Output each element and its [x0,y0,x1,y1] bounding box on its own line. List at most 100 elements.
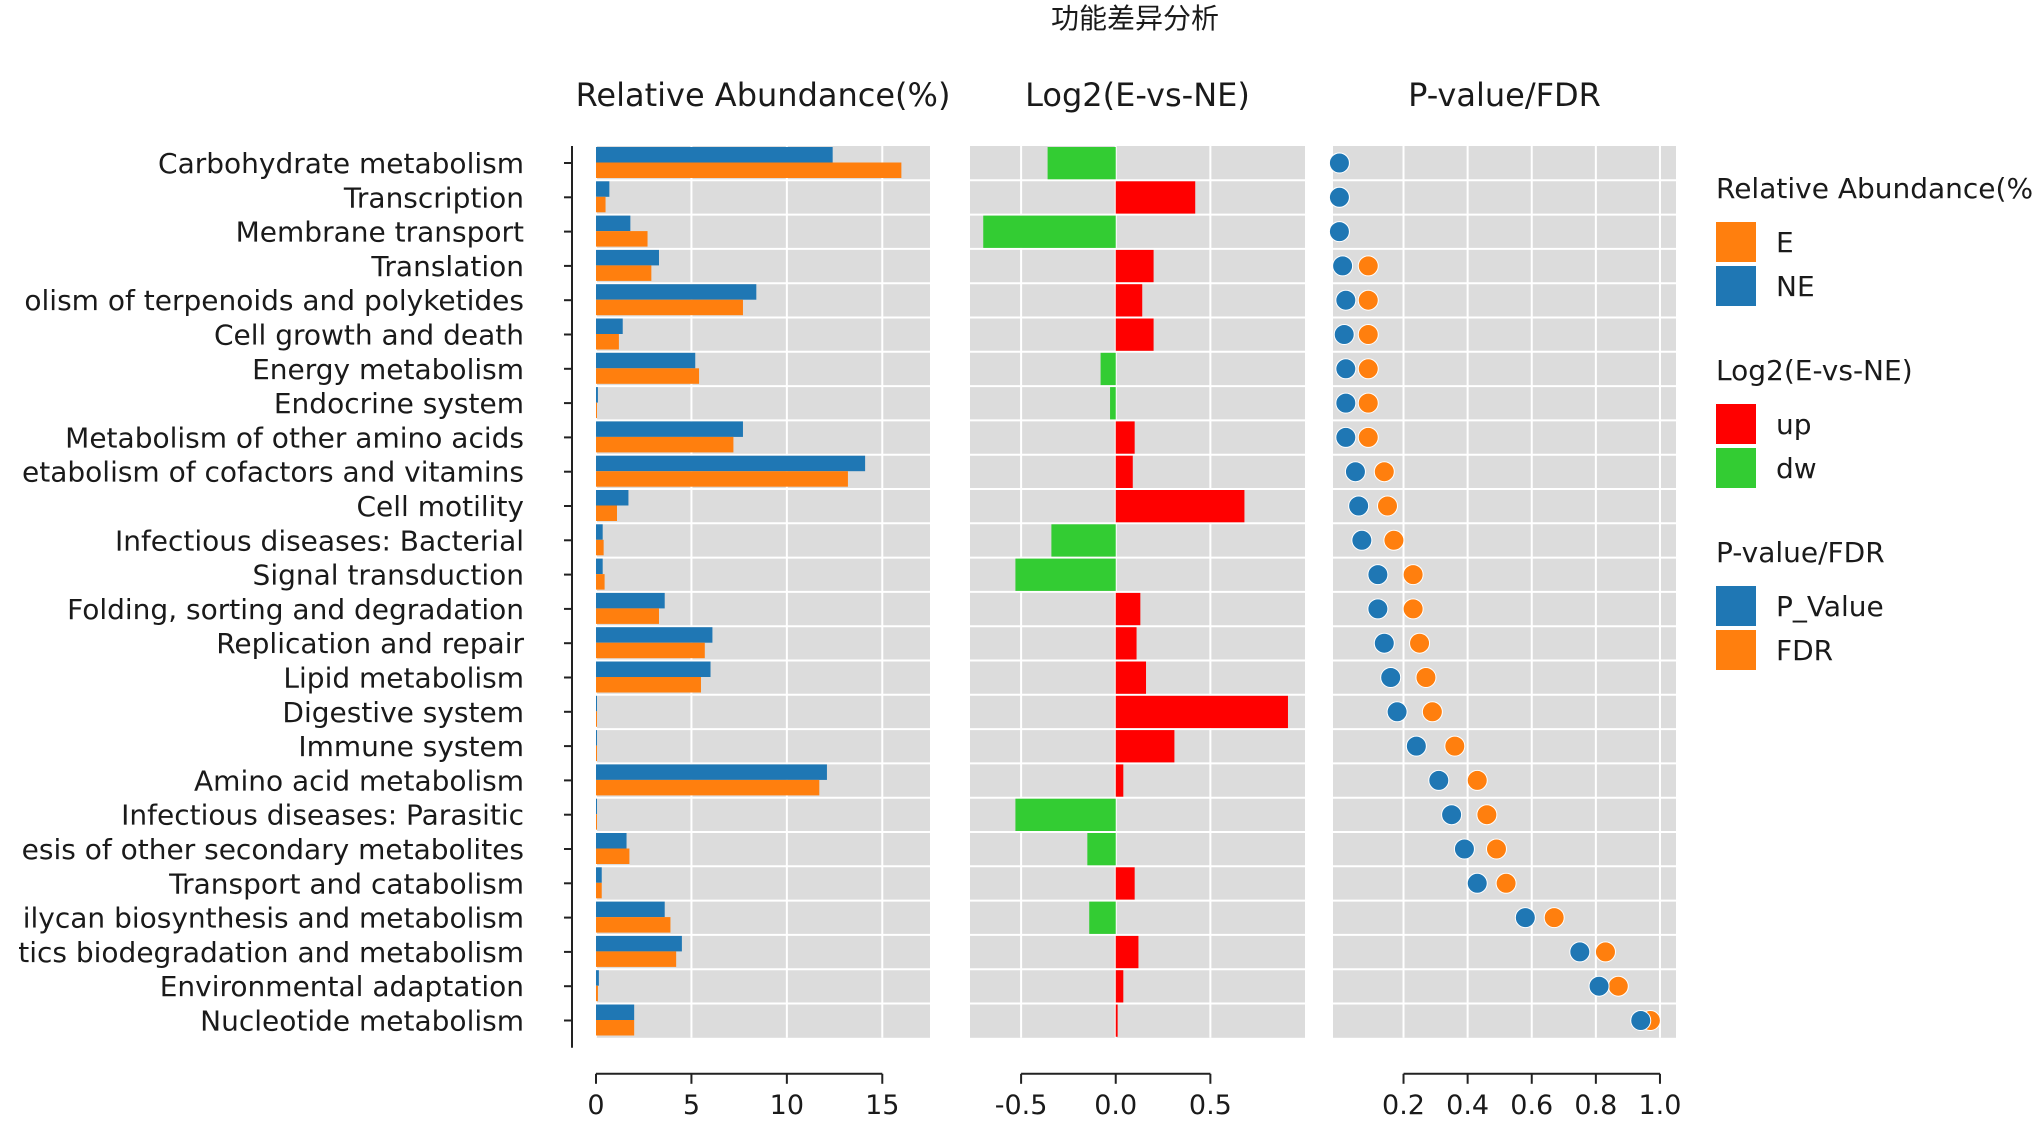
bar-e-metabolism-of-other-amino-acids [596,436,734,453]
chart-title: 功能差异分析 [1051,2,1219,35]
legend-swatch-up [1716,404,1756,444]
bar-ne-energy-metabolism [596,352,696,369]
log2-bar-etabolism-of-cofactors-and-vitamins [1115,455,1133,488]
legend-label-e: E [1776,226,1794,259]
panel-log2-e-vs-ne: Log2(E-vs-NE) -0.5 0.0 0.5 [970,76,1305,1121]
category-label-ilycan-biosynthesis-and-metabolism: ilycan biosynthesis and metabolism [23,902,524,935]
bar-e-nucleotide-metabolism [596,1020,635,1036]
category-label-carbohydrate-metabolism: Carbohydrate metabolism [158,147,524,180]
category-label-transport-and-catabolism: Transport and catabolism [168,867,524,900]
legend-swatch-fdr [1716,630,1756,670]
point-fdr-infectious-diseases-bacterial [1383,529,1405,551]
bar-ne-replication-and-repair [596,627,713,643]
bar-e-ilycan-biosynthesis-and-metabolism [596,917,671,933]
category-label-amino-acid-metabolism: Amino acid metabolism [194,764,524,797]
bar-e-esis-of-other-secondary-metabolites [596,848,630,864]
category-label-signal-transduction: Signal transduction [253,559,524,592]
bar-e-carbohydrate-metabolism [596,162,902,178]
point-fdr-tics-biodegradation-and-metabolism [1594,941,1616,963]
point-p-value-energy-metabolism [1335,358,1357,380]
x-tick-label: 0.6 [1510,1090,1553,1121]
log2-bar-folding-sorting-and-degradation [1115,592,1141,626]
point-p-value-metabolism-of-other-amino-acids [1335,426,1357,448]
point-fdr-cell-motility [1376,495,1398,517]
bar-ne-transcription [596,181,610,197]
bar-ne-endocrine-system [596,387,598,403]
category-label-olism-of-terpenoids-and-polyketides: olism of terpenoids and polyketides [24,284,524,317]
log2-bar-olism-of-terpenoids-and-polyketides [1115,284,1143,317]
bar-ne-tics-biodegradation-and-metabolism [596,935,682,952]
x-tick-label: 15 [865,1090,899,1121]
point-fdr-olism-of-terpenoids-and-polyketides [1357,289,1379,311]
bar-e-energy-metabolism [596,368,700,384]
bar-ne-folding-sorting-and-degradation [596,592,665,609]
category-label-cell-motility: Cell motility [356,490,524,523]
point-fdr-amino-acid-metabolism [1466,769,1488,791]
point-p-value-translation [1332,255,1354,277]
point-fdr-digestive-system [1421,701,1443,723]
log2-bar-cell-motility [1115,490,1245,523]
bar-ne-transport-and-catabolism [596,867,602,883]
bar-ne-infectious-diseases-parasitic [596,798,597,815]
bar-ne-lipid-metabolism [596,661,711,677]
point-p-value-folding-sorting-and-degradation [1367,598,1389,620]
bar-ne-amino-acid-metabolism [596,764,827,780]
x-tick-label: 0.2 [1382,1090,1425,1121]
bar-e-signal-transduction [596,574,605,590]
log2-bar-esis-of-other-secondary-metabolites [1087,833,1116,866]
bar-ne-membrane-transport [596,215,631,232]
x-tick-label: 0 [587,1090,604,1121]
x-tick-label: 1.0 [1638,1090,1681,1121]
point-fdr-energy-metabolism [1357,358,1379,380]
point-fdr-transport-and-catabolism [1495,872,1517,894]
category-label-translation: Translation [370,250,524,283]
category-label-infectious-diseases-parasitic: Infectious diseases: Parasitic [121,799,524,832]
legend-label-p-value: P_Value [1776,590,1884,623]
point-fdr-folding-sorting-and-degradation [1402,598,1424,620]
log2-bar-replication-and-repair [1115,627,1137,660]
point-fdr-translation [1357,255,1379,277]
legend-label-fdr: FDR [1776,634,1833,667]
category-label-folding-sorting-and-degradation: Folding, sorting and degradation [67,593,524,626]
x-tick-label: 10 [770,1090,804,1121]
log2-bar-digestive-system [1115,695,1288,729]
point-p-value-infectious-diseases-parasitic [1441,804,1463,826]
category-label-transcription: Transcription [343,181,524,214]
log2-bar-transcription [1115,181,1196,214]
point-fdr-esis-of-other-secondary-metabolites [1485,838,1507,860]
point-fdr-replication-and-repair [1409,632,1431,654]
category-label-membrane-transport: Membrane transport [236,216,524,249]
category-label-infectious-diseases-bacterial: Infectious diseases: Bacterial [115,524,524,557]
bar-e-tics-biodegradation-and-metabolism [596,951,677,967]
log2-bar-lipid-metabolism [1115,661,1147,694]
bar-e-replication-and-repair [596,642,705,659]
point-fdr-ilycan-biosynthesis-and-metabolism [1543,907,1565,929]
point-p-value-carbohydrate-metabolism [1328,152,1350,174]
point-p-value-transcription [1328,186,1350,208]
log2-bar-membrane-transport [983,215,1116,248]
panel-title: Log2(E-vs-NE) [1025,76,1250,114]
log2-bar-translation [1115,249,1154,283]
point-fdr-endocrine-system [1357,392,1379,414]
bar-e-lipid-metabolism [596,677,701,693]
point-p-value-cell-growth-and-death [1333,324,1355,345]
bar-ne-olism-of-terpenoids-and-polyketides [596,284,757,300]
bar-ne-immune-system [596,730,597,746]
bar-ne-digestive-system [596,695,597,712]
legend-label-ne: NE [1776,270,1815,303]
bar-ne-etabolism-of-cofactors-and-vitamins [596,455,866,472]
point-p-value-olism-of-terpenoids-and-polyketides [1335,289,1357,311]
bar-ne-ilycan-biosynthesis-and-metabolism [596,901,665,918]
bar-e-membrane-transport [596,231,648,247]
point-fdr-immune-system [1444,735,1466,757]
point-p-value-digestive-system [1386,701,1408,723]
point-p-value-signal-transduction [1367,564,1389,586]
log2-bar-transport-and-catabolism [1115,867,1135,900]
log2-bar-signal-transduction [1015,558,1116,591]
bar-ne-nucleotide-metabolism [596,1004,635,1020]
legend-label-dw: dw [1776,452,1817,485]
category-label-tics-biodegradation-and-metabolism: tics biodegradation and metabolism [18,936,524,969]
log2-bar-infectious-diseases-parasitic [1015,798,1116,831]
category-label-cell-growth-and-death: Cell growth and death [214,319,524,352]
chart-legend: Relative Abundance(%) E NE Log2(E-vs-NE) up d… [1716,172,2032,670]
